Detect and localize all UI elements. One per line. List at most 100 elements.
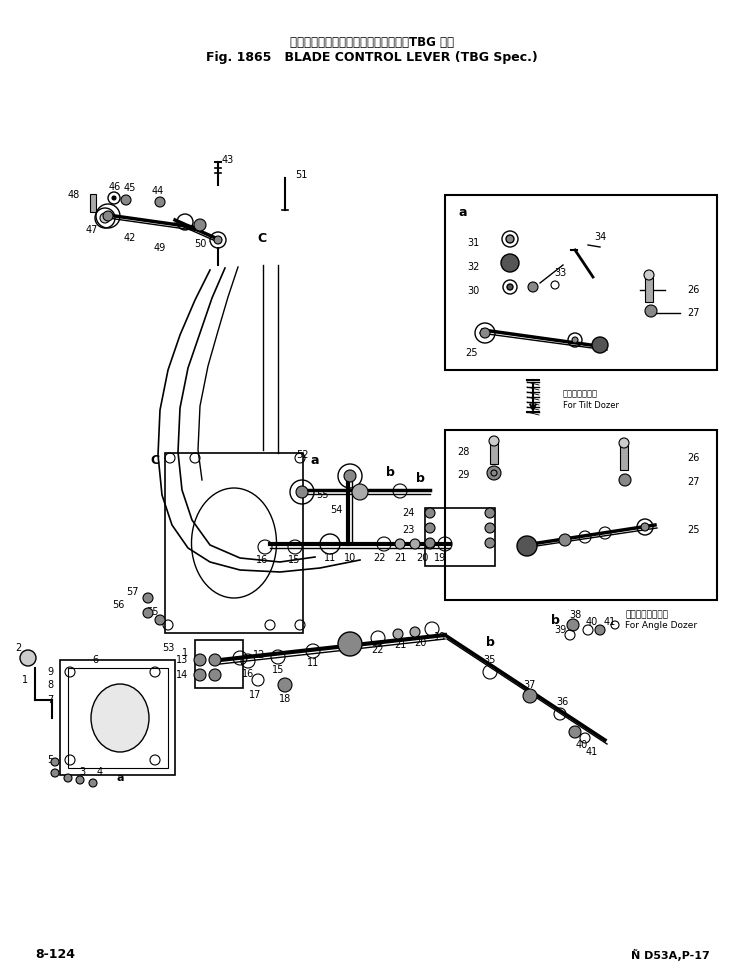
Text: a: a (311, 453, 320, 466)
Circle shape (155, 197, 165, 207)
Text: 26: 26 (688, 285, 700, 295)
Bar (195, 640, 243, 688)
Text: 25: 25 (688, 525, 700, 535)
Text: 20: 20 (416, 553, 428, 563)
Text: アングルドーザ用: アングルドーザ用 (625, 610, 668, 619)
Circle shape (489, 436, 499, 446)
Text: 36: 36 (556, 697, 568, 707)
Circle shape (214, 236, 222, 244)
Circle shape (352, 484, 368, 500)
Text: 22: 22 (374, 553, 386, 563)
Text: 27: 27 (688, 308, 700, 318)
Text: 2: 2 (15, 643, 21, 653)
Text: a: a (459, 207, 467, 219)
Circle shape (112, 196, 116, 200)
Text: 16: 16 (256, 555, 268, 565)
Text: 26: 26 (688, 453, 700, 463)
Circle shape (559, 534, 571, 546)
Text: 44: 44 (152, 186, 164, 196)
Text: 43: 43 (222, 155, 234, 165)
Text: 18: 18 (279, 694, 291, 704)
Text: 41: 41 (604, 617, 616, 627)
Circle shape (645, 305, 657, 317)
Circle shape (480, 328, 490, 338)
Text: チルトドーザ用: チルトドーザ用 (563, 389, 598, 399)
Bar (68, 668, 168, 768)
Circle shape (644, 270, 654, 280)
Text: 20: 20 (413, 638, 426, 648)
Circle shape (619, 438, 629, 448)
Text: 41: 41 (586, 747, 598, 757)
Bar (425, 508, 495, 566)
Text: 46: 46 (109, 182, 121, 192)
Text: 54: 54 (330, 505, 342, 515)
Circle shape (485, 508, 495, 518)
Text: 42: 42 (124, 233, 136, 243)
Text: b: b (386, 466, 394, 480)
Text: 39: 39 (554, 625, 566, 635)
Text: 19: 19 (434, 632, 446, 642)
Text: 6: 6 (92, 655, 98, 665)
Circle shape (507, 284, 513, 290)
Circle shape (278, 678, 292, 692)
Circle shape (567, 619, 579, 631)
Bar (445, 195, 717, 370)
Text: 7: 7 (47, 695, 53, 705)
Circle shape (569, 726, 581, 738)
Circle shape (51, 769, 59, 777)
Circle shape (528, 282, 538, 292)
Text: 8: 8 (47, 680, 53, 690)
Text: 17: 17 (249, 690, 261, 700)
Text: 16: 16 (242, 669, 254, 679)
Circle shape (595, 625, 605, 635)
Text: 21: 21 (394, 640, 406, 650)
Circle shape (121, 195, 131, 205)
Text: C: C (258, 231, 267, 245)
Text: 28: 28 (457, 447, 469, 457)
Circle shape (393, 629, 403, 639)
Circle shape (209, 669, 221, 681)
Text: 57: 57 (126, 587, 139, 597)
Text: 31: 31 (467, 238, 479, 248)
Text: 30: 30 (467, 286, 479, 296)
Text: 24: 24 (402, 508, 415, 518)
Text: 25: 25 (465, 348, 478, 358)
Text: 9: 9 (47, 667, 53, 677)
Text: 47: 47 (86, 225, 98, 235)
Circle shape (20, 650, 36, 666)
Circle shape (410, 539, 420, 549)
Text: 45: 45 (124, 183, 136, 193)
Text: 11: 11 (324, 553, 336, 563)
Text: 8-124: 8-124 (35, 949, 75, 961)
Circle shape (592, 337, 608, 353)
Text: b: b (486, 637, 495, 649)
Bar (90, 194, 96, 212)
Text: 19: 19 (434, 553, 446, 563)
Text: 10: 10 (344, 647, 356, 657)
Text: 34: 34 (594, 232, 606, 242)
Bar (490, 442, 498, 464)
Circle shape (143, 593, 153, 603)
Text: 27: 27 (688, 477, 700, 487)
Circle shape (64, 774, 72, 782)
Text: 22: 22 (372, 645, 384, 655)
Circle shape (338, 632, 362, 656)
Text: Fig. 1865   BLADE CONTROL LEVER (TBG Spec.): Fig. 1865 BLADE CONTROL LEVER (TBG Spec.… (206, 51, 538, 63)
Circle shape (89, 779, 97, 787)
Circle shape (410, 627, 420, 637)
Bar (620, 445, 628, 470)
Text: 56: 56 (112, 600, 124, 610)
Text: 52: 52 (296, 450, 308, 460)
Circle shape (523, 689, 537, 703)
Text: 15: 15 (272, 665, 284, 675)
Text: 55: 55 (316, 490, 329, 500)
Text: b: b (416, 472, 425, 485)
Text: 50: 50 (194, 239, 206, 249)
Text: a: a (116, 773, 124, 783)
Circle shape (487, 466, 501, 480)
Text: 13: 13 (176, 655, 188, 665)
Text: 35: 35 (484, 655, 496, 665)
Text: 12: 12 (253, 650, 265, 660)
Circle shape (425, 508, 435, 518)
Text: 21: 21 (394, 553, 406, 563)
